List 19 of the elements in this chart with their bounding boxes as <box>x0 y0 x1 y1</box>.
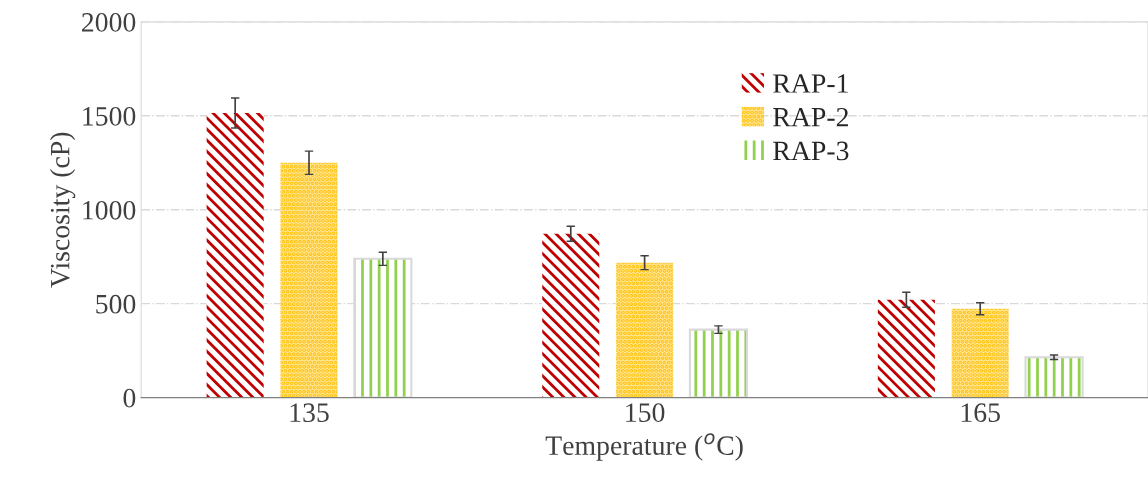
bar <box>280 162 338 398</box>
x-tick-label: 135 <box>290 403 329 423</box>
bar <box>951 308 1009 398</box>
y-tick-label: 0 <box>123 388 136 408</box>
legend-label: RAP-3 <box>773 141 849 161</box>
bar <box>542 233 600 398</box>
bar <box>877 299 935 398</box>
x-axis-title: Temperature ($^{o}$C) <box>545 433 743 461</box>
y-tick-label: 1500 <box>83 106 136 126</box>
bar <box>206 112 264 398</box>
y-tick-label: 500 <box>96 294 136 314</box>
legend-label: RAP-1 <box>773 74 848 93</box>
y-axis-title: Viscosity (cP) <box>49 132 76 288</box>
y-tick-label: 2000 <box>82 13 136 32</box>
legend-label: RAP-2 <box>773 107 848 127</box>
x-tick-label: 165 <box>961 403 1000 423</box>
bar <box>616 262 674 398</box>
x-tick-label: 150 <box>626 403 665 423</box>
y-tick-label: 1000 <box>83 200 136 220</box>
